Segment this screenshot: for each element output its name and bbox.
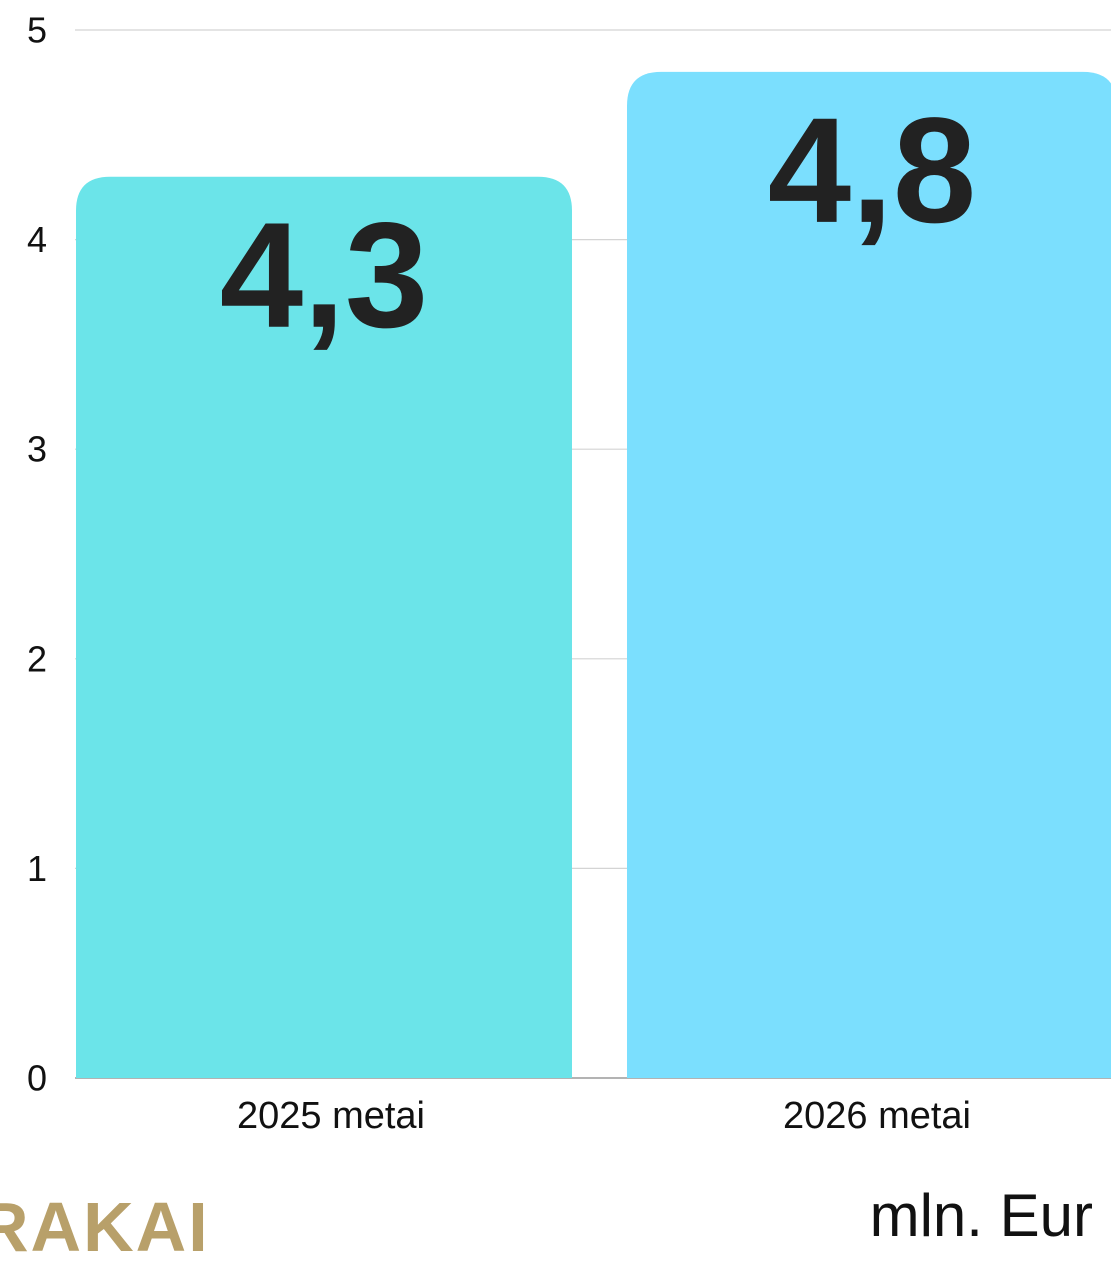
- unit-label: mln. Eur: [869, 1182, 1093, 1249]
- y-tick-label: 2: [27, 638, 47, 679]
- y-tick-label: 5: [27, 10, 47, 51]
- data-label: 4,3: [220, 191, 429, 359]
- y-tick-label: 1: [27, 848, 47, 889]
- x-category-label: 2026 metai: [783, 1095, 971, 1137]
- bar-2025: [76, 176, 572, 1079]
- y-tick-label: 3: [27, 429, 47, 470]
- x-category-label: 2025 metai: [237, 1095, 425, 1137]
- y-tick-label: 0: [27, 1058, 47, 1099]
- bar-2026: [627, 71, 1111, 1078]
- y-tick-label: 4: [27, 219, 47, 260]
- logo-wordmark: RAKAI: [0, 1188, 210, 1266]
- data-label: 4,8: [768, 86, 977, 254]
